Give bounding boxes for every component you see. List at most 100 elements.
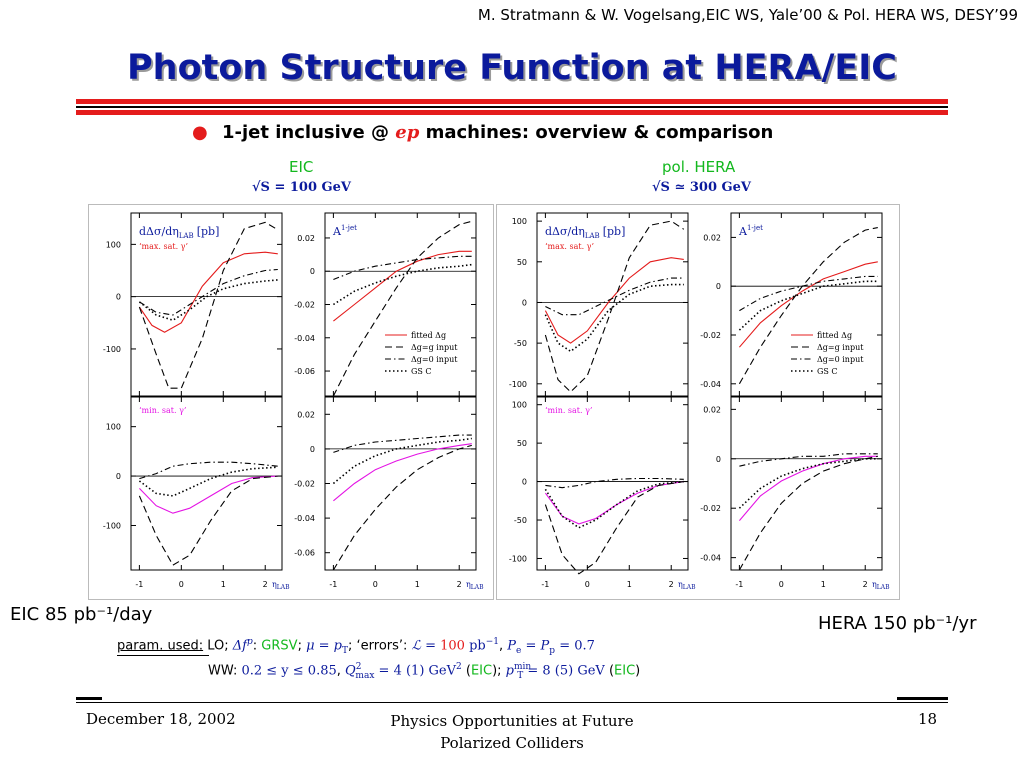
footer-date: December 18, 2002 xyxy=(86,710,236,728)
y-tick-label: -50 xyxy=(514,339,527,348)
param-y-range: 0.2 ≤ y ≤ 0.85 xyxy=(241,663,337,679)
chart-panel: -100 0 100 -1 0 1 2 ‘min. sat. γ’ ηLAB xyxy=(103,396,290,591)
legend-label: Δg=0 input xyxy=(411,355,458,364)
panel-label: dΔσ/dηLAB [pb] xyxy=(139,225,219,240)
plot-frame xyxy=(536,396,689,571)
y-tick-label: -0.02 xyxy=(294,480,315,489)
bullet-rest-a: overview xyxy=(535,122,628,143)
y-tick-label: -100 xyxy=(103,522,121,531)
bullet-suffix: machines: xyxy=(425,122,530,143)
y-tick-label: 0 xyxy=(716,455,721,464)
param-df-colon: : xyxy=(252,638,258,654)
y-tick-label: -0.02 xyxy=(700,331,721,340)
param-L-value: 100 xyxy=(440,638,465,654)
x-axis-label: ηLAB xyxy=(872,580,890,591)
y-tick-label: 0 xyxy=(116,293,121,302)
title-rule-black xyxy=(76,106,948,108)
panel-subset-label: ‘min. sat. γ’ xyxy=(139,406,186,415)
series-line-dotted xyxy=(738,280,878,331)
param-Pp: = P xyxy=(525,638,550,654)
series-line-dashdot xyxy=(545,477,684,489)
plot-frame xyxy=(536,212,689,397)
param-Q-sub: max xyxy=(355,670,375,681)
param-L-unit: pb xyxy=(469,638,486,654)
header-credit: M. Stratmann & W. Vogelsang,EIC WS, Yale… xyxy=(477,6,1018,24)
param-pt-value: = 8 (5) GeV xyxy=(527,663,605,679)
series-line-solid xyxy=(139,475,278,514)
eic-energy: √S = 100 GeV xyxy=(252,180,351,195)
y-tick-label: -0.04 xyxy=(294,514,315,523)
x-tick-label: 1 xyxy=(627,580,632,589)
series-line-dashed xyxy=(738,227,878,385)
y-tick-label: 0 xyxy=(716,282,721,291)
y-tick-label: -100 xyxy=(509,380,527,389)
chart-panel: -0.04 -0.02 0 0.02 -1 0 1 2 ηLAB xyxy=(700,396,890,591)
y-tick-label: 50 xyxy=(517,258,527,267)
y-tick-label: 0.02 xyxy=(703,405,721,414)
param-ww: WW: xyxy=(208,663,238,679)
series-line-dotted xyxy=(544,283,684,353)
legend-label: Δg=g input xyxy=(817,343,864,352)
plot-frame xyxy=(130,212,283,397)
y-tick-label: 0 xyxy=(310,267,315,276)
y-tick-label: 0 xyxy=(116,472,121,481)
legend-label: Δg=0 input xyxy=(817,355,864,364)
chart-panel: -100 0 100 dΔσ/dηLAB [pb] ‘max. sat. γ’ xyxy=(103,212,283,397)
eic-luminosity: EIC 85 pb⁻¹/day xyxy=(10,604,153,625)
x-axis-label-sub: LAB xyxy=(877,584,890,591)
bullet-rest-b: comparison xyxy=(655,122,774,143)
bullet-amp: & xyxy=(633,122,650,143)
params-underline-rule xyxy=(117,655,209,656)
series-line-solid xyxy=(333,250,472,322)
bullet-line: ● 1-jet inclusive @ ep machines: overvie… xyxy=(192,122,773,143)
x-tick-label: 1 xyxy=(415,580,420,589)
series-line-solid xyxy=(544,481,684,525)
series-line-solid xyxy=(738,455,878,521)
y-tick-label: -0.04 xyxy=(700,554,721,563)
series-line-dashed xyxy=(138,475,278,566)
param-lo: LO; xyxy=(207,638,229,654)
x-tick-label: 1 xyxy=(221,580,226,589)
x-axis-label-sub: LAB xyxy=(471,584,484,591)
param-errors: ‘errors’: xyxy=(356,638,408,654)
bullet-prefix: 1-jet inclusive @ xyxy=(222,122,389,143)
param-Q-unit-sup: 2 xyxy=(456,662,462,672)
series-line-dotted xyxy=(738,458,878,509)
y-tick-label: 100 xyxy=(512,401,527,410)
bullet-dot-icon: ● xyxy=(192,122,208,143)
title-rule-red-bottom xyxy=(76,110,948,115)
eic-label: EIC xyxy=(289,158,314,176)
legend-label: Δg=g input xyxy=(411,343,458,352)
series-line-dashdot xyxy=(739,275,878,312)
plot-frame xyxy=(324,212,477,397)
plot-frame xyxy=(730,212,883,397)
y-tick-label: 0 xyxy=(522,478,527,487)
x-tick-label: -1 xyxy=(135,580,143,589)
x-tick-label: -1 xyxy=(541,580,549,589)
footer-rule-left-thick xyxy=(76,697,102,700)
page-title: Photon Structure Function at HERA/EIC xyxy=(127,48,897,88)
param-Q-sup: 2 xyxy=(355,662,362,672)
y-tick-label: -0.02 xyxy=(700,504,721,513)
param-pt-sub: T xyxy=(517,670,524,681)
param-eic-2: EIC xyxy=(614,663,636,679)
y-tick-label: -0.06 xyxy=(294,549,315,558)
panel-label-unit: [pb] xyxy=(603,225,626,238)
panel-subset-label: ‘max. sat. γ’ xyxy=(545,242,594,251)
footer-rule xyxy=(76,702,948,703)
x-axis-label: ηLAB xyxy=(466,580,484,591)
params-line-1: param. used: LO; Δfp: GRSV; μ = pT; ‘err… xyxy=(117,637,595,656)
footer-talk-line2: Polarized Colliders xyxy=(440,734,584,752)
y-tick-label: -100 xyxy=(103,345,121,354)
chart-panel: -100 -50 0 50 100 dΔσ/dηLAB [pb] ‘max. sat. γ’ xyxy=(509,212,689,397)
y-tick-label: 50 xyxy=(517,439,527,448)
series-line-dashdot xyxy=(739,453,878,467)
x-axis-label-sub: LAB xyxy=(277,584,290,591)
x-tick-label: 2 xyxy=(669,580,674,589)
y-tick-label: -0.02 xyxy=(294,301,315,310)
footer-rule-right-thick xyxy=(897,697,948,700)
series-line-dashdot xyxy=(139,461,278,480)
